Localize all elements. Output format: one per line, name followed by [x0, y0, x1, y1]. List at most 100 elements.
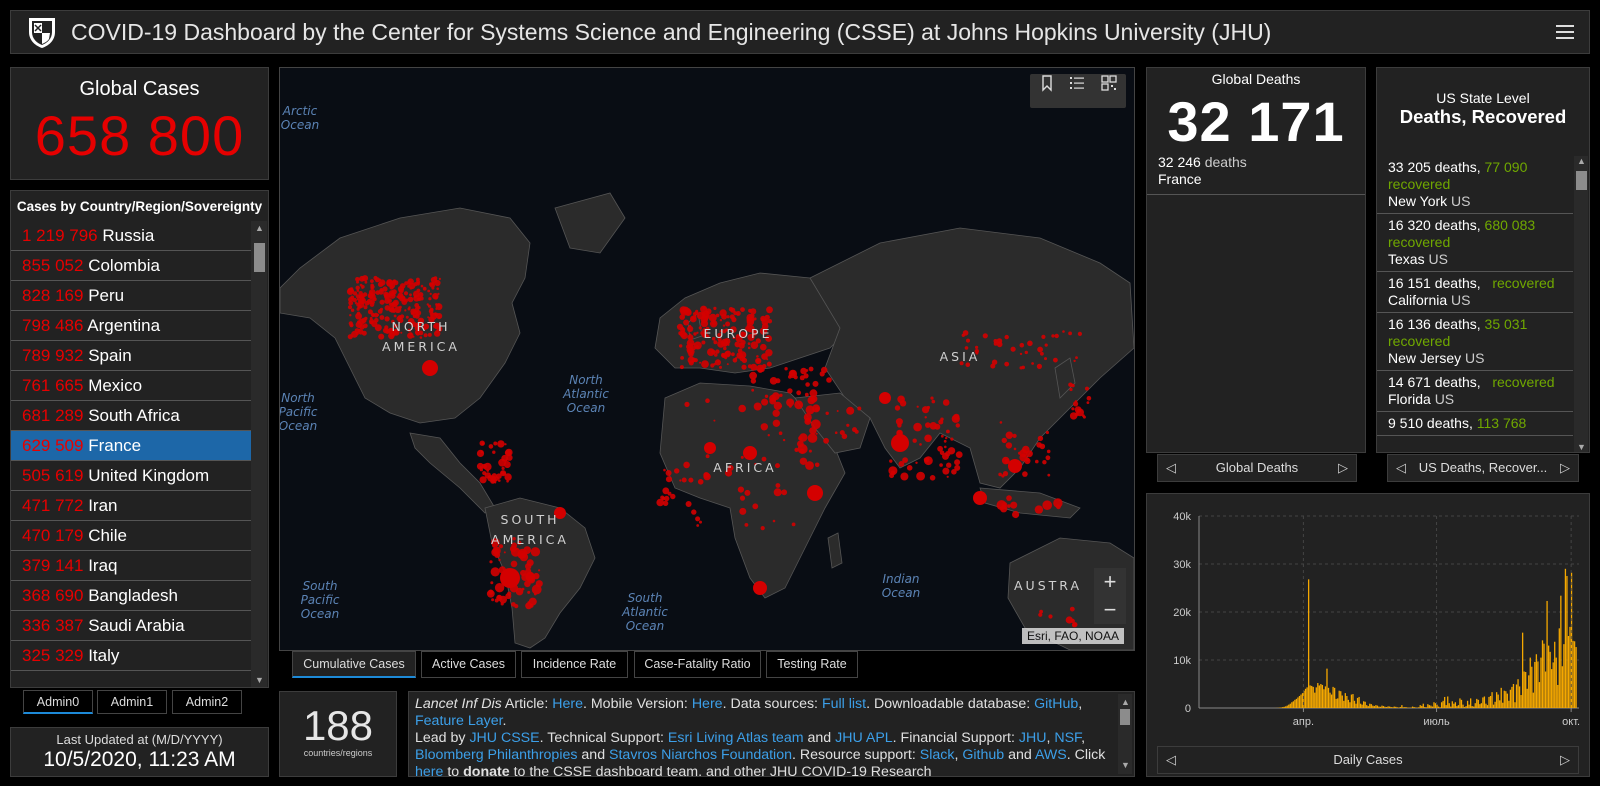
- case-bubble[interactable]: [750, 363, 758, 371]
- case-bubble[interactable]: [417, 317, 425, 324]
- case-bubble[interactable]: [684, 401, 690, 407]
- case-bubble[interactable]: [498, 479, 501, 482]
- cases-by-country-list[interactable]: 1 219 796 Russia 855 052 Colombia 828 169 …: [11, 221, 251, 671]
- case-bubble[interactable]: [371, 313, 375, 317]
- case-bubble[interactable]: [993, 341, 998, 346]
- daily-cases-bar[interactable]: [1560, 595, 1562, 708]
- tab-admin1[interactable]: Admin1: [97, 690, 167, 714]
- case-bubble[interactable]: [664, 495, 670, 502]
- daily-cases-bar[interactable]: [1466, 700, 1469, 708]
- case-bubble[interactable]: [1025, 450, 1033, 458]
- daily-cases-bar[interactable]: [1459, 698, 1461, 708]
- case-bubble[interactable]: [1069, 606, 1075, 612]
- case-bubble[interactable]: [356, 289, 360, 292]
- country-list-item[interactable]: 1 219 796 Russia: [11, 221, 251, 251]
- case-bubble[interactable]: [773, 401, 782, 410]
- case-bubble[interactable]: [808, 449, 812, 453]
- daily-cases-bar[interactable]: [1283, 706, 1285, 708]
- daily-cases-bar[interactable]: [1419, 705, 1421, 708]
- case-bubble[interactable]: [805, 417, 811, 423]
- case-bubble[interactable]: [1044, 357, 1047, 361]
- case-bubble[interactable]: [799, 448, 805, 454]
- case-bubble[interactable]: [750, 341, 759, 350]
- daily-cases-bar[interactable]: [1304, 688, 1307, 708]
- case-bubble[interactable]: [379, 315, 385, 320]
- case-bubble[interactable]: [688, 351, 694, 358]
- case-bubble[interactable]: [1085, 386, 1089, 391]
- daily-cases-bar[interactable]: [1497, 694, 1499, 708]
- case-bubble[interactable]: [901, 397, 904, 400]
- prev-arrow-icon[interactable]: ◁: [1166, 752, 1176, 767]
- country-list-item[interactable]: 379 141 Iraq: [11, 551, 251, 581]
- zoom-in-button[interactable]: +: [1103, 569, 1117, 594]
- case-bubble[interactable]: [676, 323, 684, 330]
- case-bubble[interactable]: [1047, 473, 1051, 477]
- case-bubble[interactable]: [732, 336, 736, 340]
- case-bubble[interactable]: [711, 336, 716, 341]
- case-bubble[interactable]: [687, 325, 694, 332]
- case-bubble[interactable]: [930, 396, 934, 400]
- case-bubble[interactable]: [794, 400, 804, 410]
- daily-cases-bar[interactable]: [1503, 690, 1505, 708]
- case-bubble[interactable]: [1077, 331, 1082, 336]
- case-bubble[interactable]: [430, 312, 438, 320]
- case-bubble[interactable]: [364, 280, 368, 284]
- case-bubble[interactable]: [369, 318, 375, 324]
- daily-cases-bar[interactable]: [1300, 694, 1302, 708]
- case-bubble[interactable]: [347, 305, 353, 310]
- case-bubble[interactable]: [369, 290, 373, 295]
- case-bubble[interactable]: [663, 468, 666, 472]
- daily-cases-bar[interactable]: [1428, 705, 1431, 708]
- daily-cases-bar[interactable]: [1437, 706, 1440, 708]
- daily-cases-bar[interactable]: [1456, 706, 1458, 708]
- case-bubble[interactable]: [1027, 340, 1033, 347]
- us-list-scroll-thumb[interactable]: [1576, 171, 1587, 190]
- case-bubble[interactable]: [374, 324, 382, 332]
- case-bubble[interactable]: [1073, 359, 1076, 363]
- case-bubble[interactable]: [1071, 407, 1075, 411]
- case-bubble[interactable]: [753, 581, 767, 595]
- daily-cases-bar[interactable]: [1471, 706, 1473, 708]
- prev-arrow-icon[interactable]: ◁: [1166, 460, 1176, 475]
- case-bubble[interactable]: [404, 281, 409, 286]
- case-bubble[interactable]: [1012, 510, 1020, 519]
- us-state-list-item[interactable]: 9 510 deaths, 113 768: [1377, 412, 1573, 436]
- case-bubble[interactable]: [422, 360, 438, 376]
- case-bubble[interactable]: [954, 459, 961, 466]
- case-bubble[interactable]: [679, 479, 682, 482]
- daily-cases-bar[interactable]: [1509, 689, 1512, 708]
- case-bubble[interactable]: [403, 291, 409, 296]
- scroll-down-icon[interactable]: ▼: [1577, 442, 1586, 452]
- daily-cases-bar[interactable]: [1286, 705, 1288, 708]
- case-bubble[interactable]: [740, 455, 744, 459]
- daily-cases-bar[interactable]: [1430, 705, 1432, 708]
- daily-cases-bar[interactable]: [1470, 698, 1472, 708]
- case-bubble[interactable]: [359, 283, 363, 287]
- case-bubble[interactable]: [717, 332, 722, 338]
- aws-link[interactable]: AWS: [1034, 747, 1067, 763]
- case-bubble[interactable]: [791, 522, 796, 527]
- daily-cases-bar[interactable]: [1285, 706, 1287, 708]
- case-bubble[interactable]: [479, 476, 487, 484]
- case-bubble[interactable]: [409, 332, 413, 336]
- daily-cases-bar[interactable]: [1442, 700, 1444, 708]
- daily-cases-bar[interactable]: [1378, 706, 1380, 708]
- case-bubble[interactable]: [902, 457, 908, 463]
- country-list-item[interactable]: 505 619 United Kingdom: [11, 461, 251, 491]
- daily-cases-bar[interactable]: [1561, 666, 1564, 708]
- case-bubble[interactable]: [1068, 331, 1072, 336]
- jhu-link[interactable]: JHU: [1018, 730, 1047, 746]
- case-bubble[interactable]: [766, 306, 773, 314]
- case-bubble[interactable]: [1075, 356, 1078, 359]
- daily-cases-bar[interactable]: [1318, 685, 1320, 708]
- case-bubble[interactable]: [348, 300, 354, 306]
- case-bubble[interactable]: [982, 333, 988, 339]
- case-bubble[interactable]: [407, 328, 411, 332]
- case-bubble[interactable]: [373, 275, 378, 281]
- case-bubble[interactable]: [897, 395, 905, 404]
- daily-cases-bar[interactable]: [1352, 694, 1354, 708]
- case-bubble[interactable]: [679, 344, 683, 348]
- case-bubble[interactable]: [852, 427, 857, 433]
- case-bubble[interactable]: [359, 275, 365, 282]
- case-bubble[interactable]: [900, 472, 909, 481]
